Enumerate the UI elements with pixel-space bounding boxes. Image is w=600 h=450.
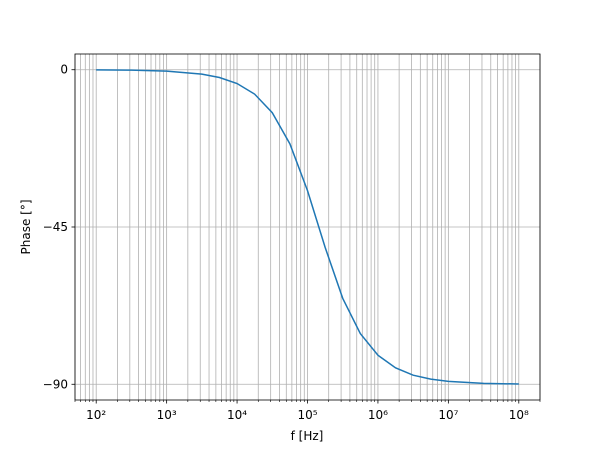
- x-tick-label: 10⁷: [438, 408, 458, 422]
- x-axis-label: f [Hz]: [291, 429, 324, 443]
- y-tick-label: −90: [43, 377, 68, 391]
- x-tick-label: 10⁵: [297, 408, 317, 422]
- y-tick-label: 0: [60, 63, 68, 77]
- x-tick-label: 10²: [86, 408, 106, 422]
- plot-frame: [74, 53, 541, 401]
- x-tick-label: 10⁴: [227, 408, 247, 422]
- y-tick-label: −45: [43, 220, 68, 234]
- x-tick-label: 10⁶: [368, 408, 388, 422]
- y-axis-label: Phase [°]: [19, 199, 33, 254]
- line: [96, 69, 519, 385]
- x-tick-label: 10³: [157, 408, 177, 422]
- x-tick-label: 10⁸: [509, 408, 529, 422]
